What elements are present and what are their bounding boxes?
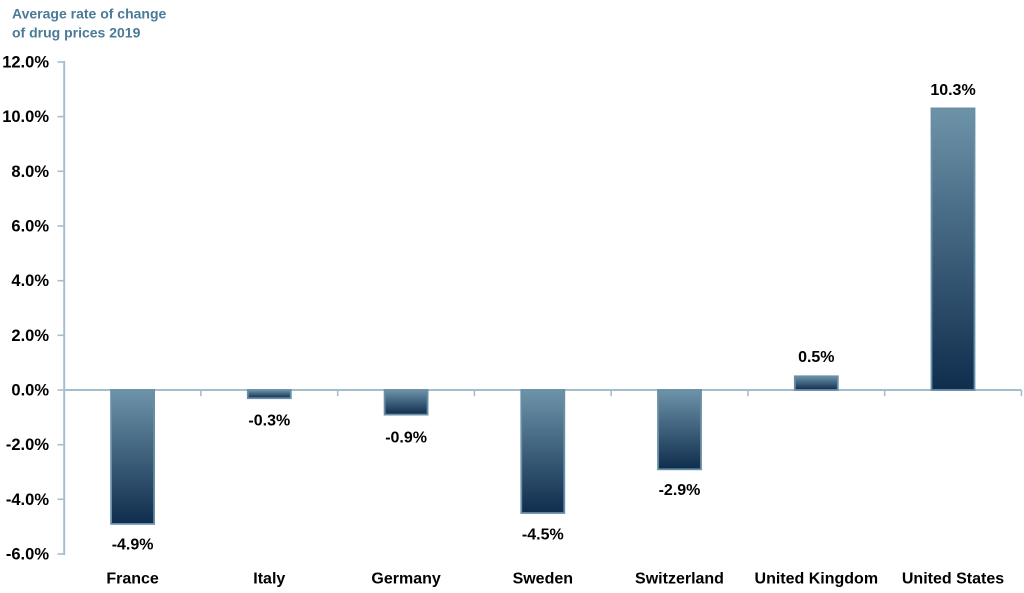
svg-text:6.0%: 6.0% [11,218,49,236]
svg-text:-4.0%: -4.0% [6,491,49,509]
svg-text:-0.9%: -0.9% [385,429,427,446]
svg-text:-6.0%: -6.0% [6,546,49,564]
svg-text:-4.9%: -4.9% [112,537,154,554]
svg-text:-0.3%: -0.3% [248,413,290,430]
svg-text:France: France [106,571,159,588]
svg-text:0.0%: 0.0% [11,382,49,400]
svg-text:-4.5%: -4.5% [522,526,564,543]
svg-text:2.0%: 2.0% [11,327,49,345]
svg-text:Average rate of change: Average rate of change [12,6,167,22]
svg-text:United States: United States [902,571,1004,588]
svg-text:-2.9%: -2.9% [659,482,701,499]
svg-text:Italy: Italy [253,571,285,588]
svg-text:10.3%: 10.3% [930,82,975,99]
svg-text:Sweden: Sweden [513,571,573,588]
svg-text:Germany: Germany [371,571,440,588]
svg-text:10.0%: 10.0% [2,108,49,126]
svg-text:4.0%: 4.0% [11,272,49,290]
svg-text:-2.0%: -2.0% [6,436,49,454]
svg-text:12.0%: 12.0% [2,54,49,72]
svg-text:Switzerland: Switzerland [635,571,724,588]
svg-text:0.5%: 0.5% [798,349,834,366]
svg-text:8.0%: 8.0% [11,163,49,181]
svg-text:of drug prices 2019: of drug prices 2019 [12,25,141,41]
svg-text:United Kingdom: United Kingdom [755,571,879,588]
